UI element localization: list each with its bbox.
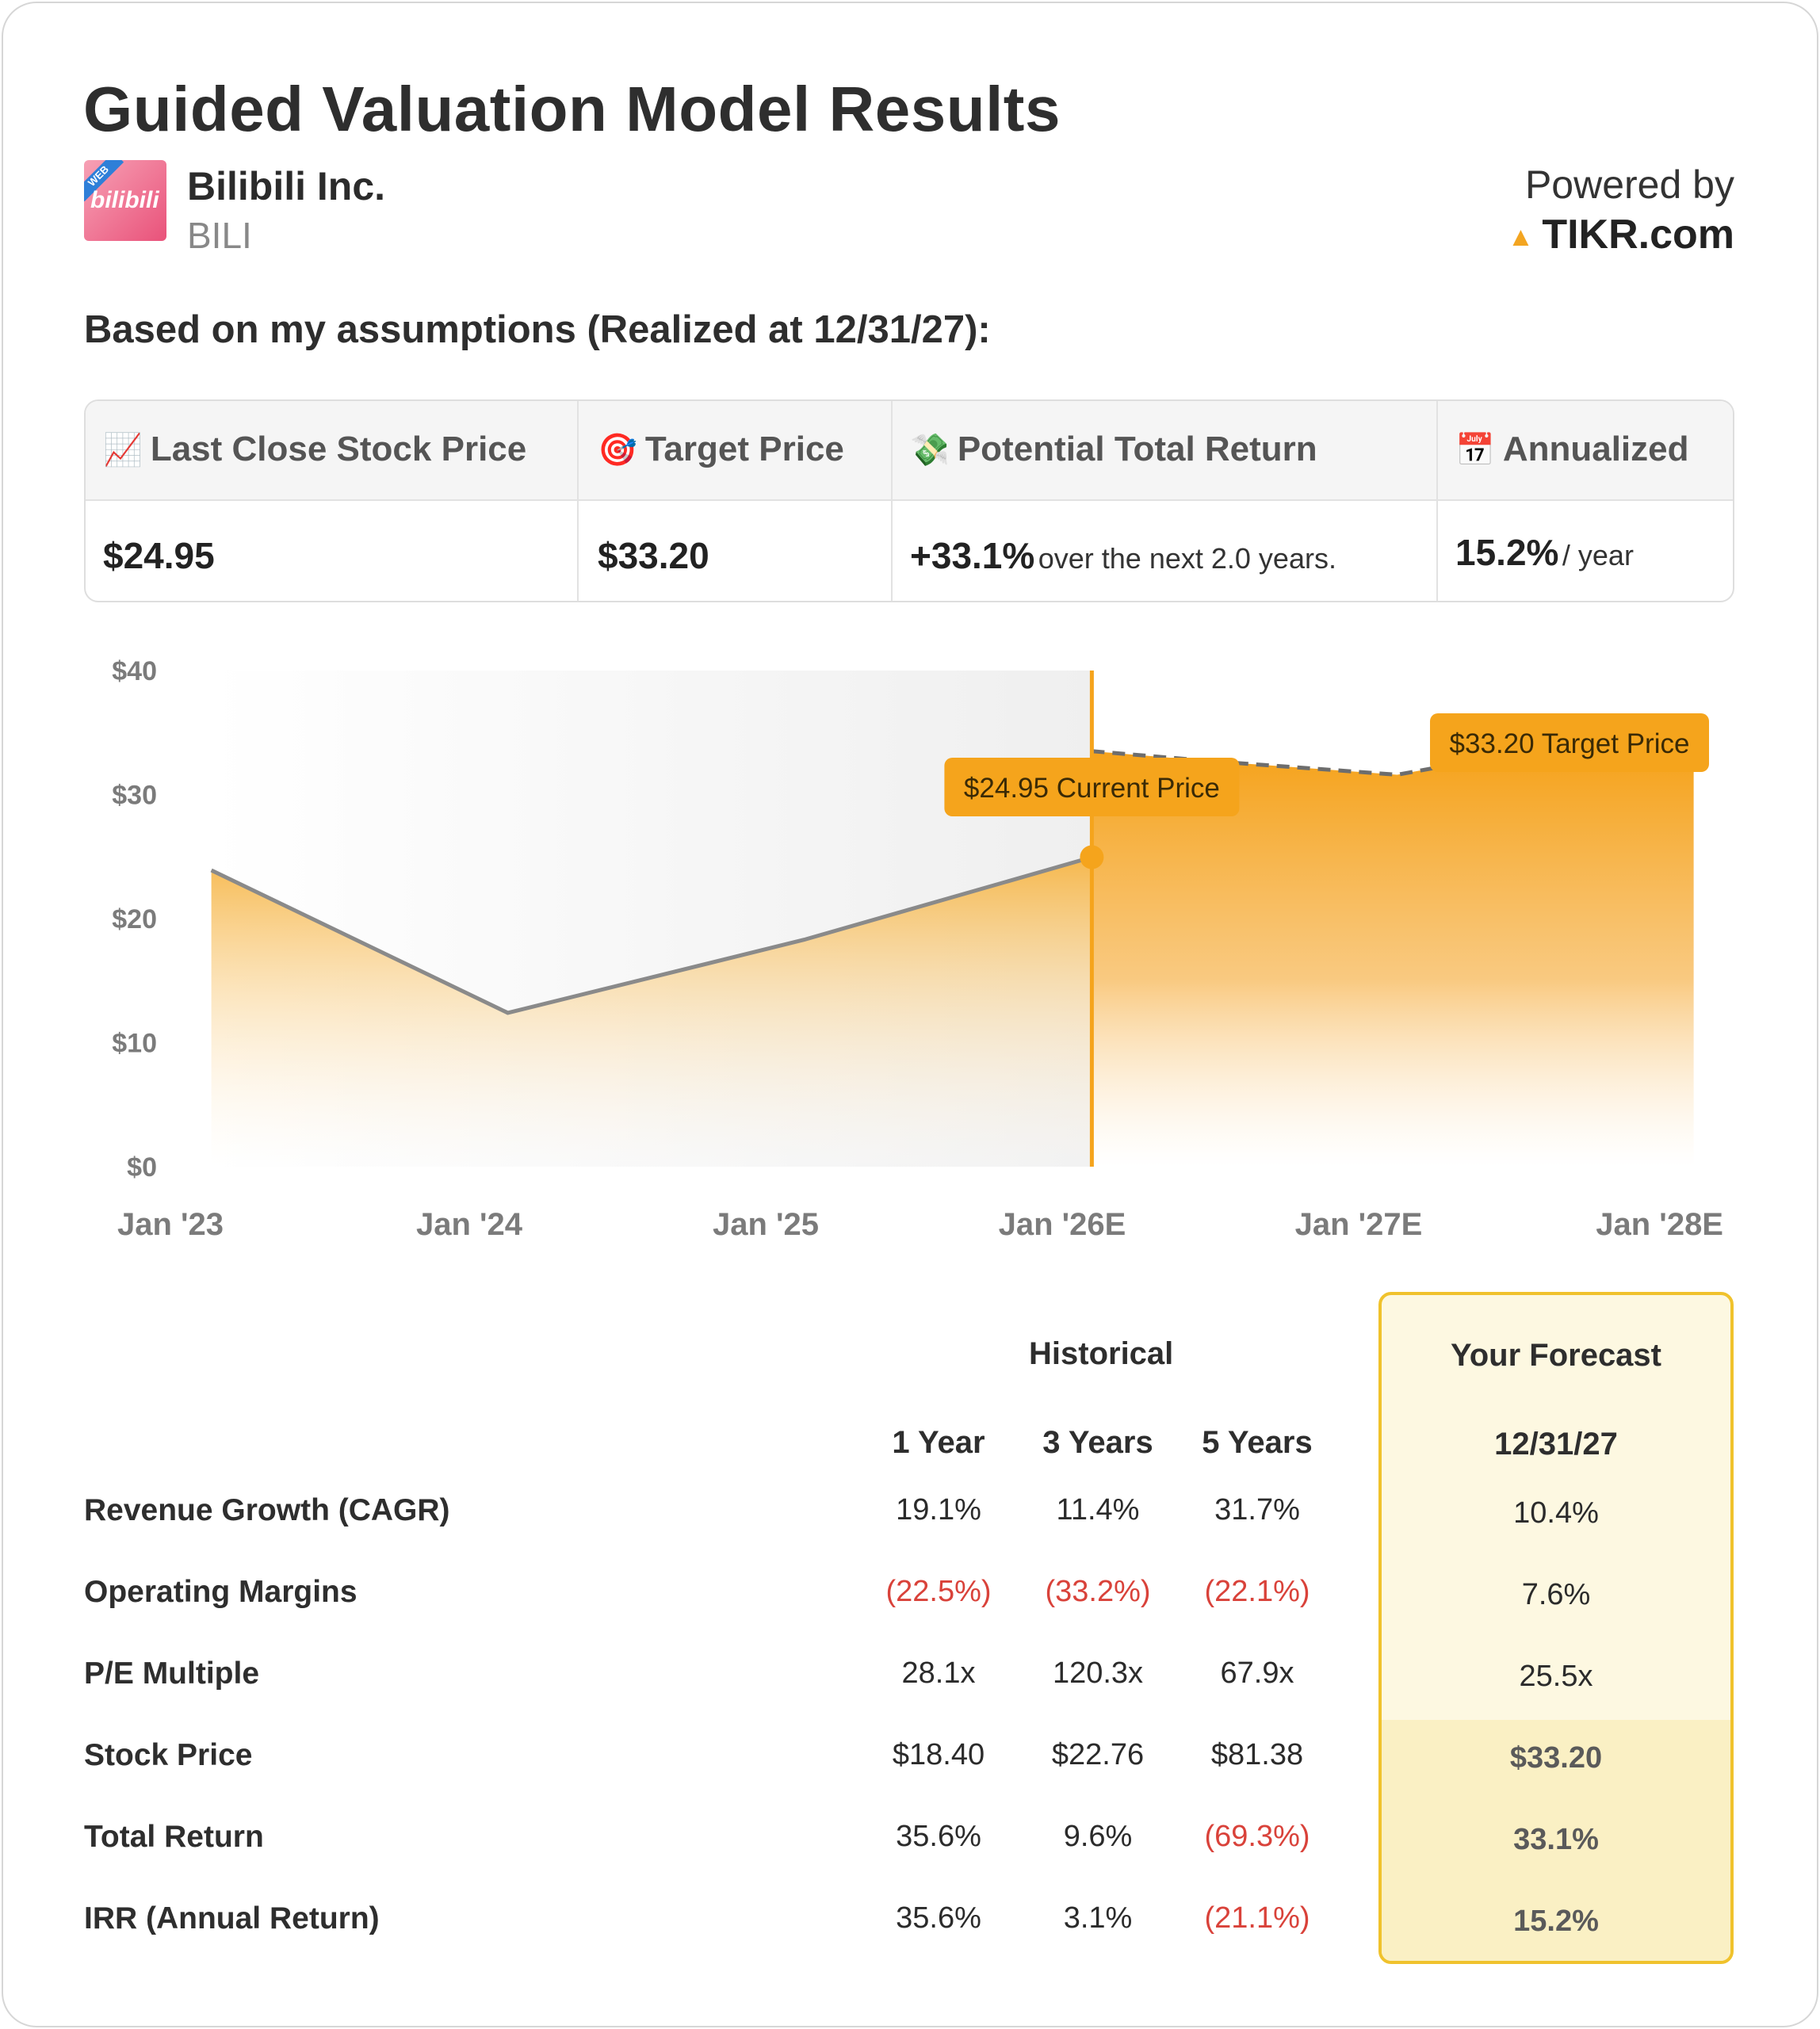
row-label: Total Return — [84, 1820, 264, 1854]
historical-area — [211, 857, 1092, 1167]
col-header-5-years: 5 Years — [1202, 1425, 1313, 1460]
col-header-3-years: 3 Years — [1042, 1425, 1153, 1460]
summary-header-row — [86, 401, 1733, 501]
price-chart-svg: $40 $30 $20 $10 $0 Jan '23 Jan '24 Jan '25 Jan '… — [112, 656, 1723, 1242]
summary-table: 📈 Last Close Stock Price 🎯 Target Price 💸 P… — [84, 399, 1734, 602]
historical-header: Historical — [1029, 1336, 1174, 1371]
target-price-value: $33.20 — [598, 535, 709, 576]
table-cell: 120.3x — [1052, 1656, 1144, 1690]
company-ticker: BILI — [187, 215, 252, 256]
table-cell: 9.6% — [1063, 1820, 1133, 1853]
summary-divider — [577, 401, 579, 601]
company-name: Bilibili Inc. — [187, 164, 386, 208]
total-return-value: +33.1% over the next 2.0 years. — [910, 535, 1336, 576]
powered-by-label: Powered by — [1524, 162, 1734, 207]
last-close-value: $24.95 — [103, 535, 215, 576]
table-cell: $18.40 — [892, 1738, 985, 1771]
table-cell: 19.1% — [896, 1493, 981, 1527]
current-price-callout-text: $24.95 Current Price — [964, 773, 1220, 804]
historical-price-line — [210, 855, 1093, 1015]
table-cell: 67.9x — [1220, 1656, 1294, 1690]
target-icon: 🎯 — [598, 433, 637, 468]
logo-wordmark: bilibili — [90, 187, 159, 213]
price-chart: $40 $30 $20 $10 $0 Jan '23 Jan '24 Jan '25 Jan '… — [0, 634, 1820, 1268]
assumption-heading: Based on my assumptions (Realized at 12/… — [84, 308, 991, 351]
forecast-cell: $33.20 — [1509, 1741, 1603, 1775]
table-cell: 11.4% — [1056, 1493, 1140, 1527]
current-price-marker — [1080, 845, 1104, 869]
row-label: IRR (Annual Return) — [84, 1901, 380, 1935]
chart-increasing-icon: 📈 — [103, 433, 143, 468]
calendar-icon: 📅 — [1455, 433, 1495, 468]
forecast-cell: 7.6% — [1521, 1578, 1591, 1611]
forecast-cell: 10.4% — [1513, 1496, 1599, 1530]
y-tick-label: $40 — [112, 656, 157, 686]
forecast-column-box — [1378, 1292, 1734, 1964]
company-logo: WEB bilibili — [84, 160, 166, 241]
table-cell: 28.1x — [901, 1656, 976, 1690]
forecast-date: 12/31/27 — [1494, 1427, 1618, 1462]
table-cell: (21.1%) — [1204, 1901, 1310, 1935]
forecast-cell: 33.1% — [1513, 1823, 1599, 1856]
table-cell: (22.5%) — [885, 1575, 992, 1608]
table-cell: (69.3%) — [1204, 1820, 1310, 1853]
x-tick-label: Jan '25 — [713, 1207, 819, 1242]
annualized-header: 📅 Annualized — [1455, 430, 1689, 468]
forecast-cell: 25.5x — [1519, 1660, 1593, 1693]
money-icon: 💸 — [910, 433, 950, 468]
row-label: Stock Price — [84, 1738, 253, 1772]
annualized-value: 15.2% / year — [1455, 532, 1634, 573]
y-tick-label: $10 — [112, 1029, 157, 1059]
x-tick-label: Jan '27E — [1295, 1207, 1423, 1242]
row-label: Operating Margins — [84, 1575, 358, 1609]
forecast-highlight-band — [1382, 1720, 1730, 1961]
x-tick-label: Jan '28E — [1596, 1207, 1723, 1242]
table-cell: (22.1%) — [1204, 1575, 1310, 1608]
tikr-logo-icon: ▲ — [1507, 221, 1535, 252]
current-price-callout-box — [944, 758, 1240, 816]
row-label: P/E Multiple — [84, 1656, 260, 1691]
target-price-header: 🎯 Target Price — [598, 430, 844, 468]
forecast-cell: 15.2% — [1513, 1905, 1599, 1938]
table-cell: (33.2%) — [1045, 1575, 1151, 1608]
forecast-header: Your Forecast — [1451, 1338, 1661, 1373]
y-tick-label: $20 — [112, 904, 157, 934]
table-cell: 31.7% — [1214, 1493, 1300, 1527]
page-title: Guided Valuation Model Results — [83, 74, 1061, 144]
last-close-header: 📈 Last Close Stock Price — [103, 430, 527, 468]
col-header-1-year: 1 Year — [892, 1425, 985, 1460]
tikr-brand-text: TIKR.com — [1542, 212, 1734, 258]
table-cell: 3.1% — [1063, 1901, 1133, 1935]
table-cell: 35.6% — [896, 1901, 981, 1935]
x-tick-label: Jan '24 — [416, 1207, 523, 1242]
x-tick-label: Jan '23 — [117, 1207, 224, 1242]
table-cell: $81.38 — [1210, 1738, 1304, 1771]
target-price-callout-text: $33.20 Target Price — [1450, 728, 1690, 759]
total-return-header: 💸 Potential Total Return — [910, 430, 1317, 468]
tikr-brand[interactable]: ▲ TIKR.com — [1508, 211, 1734, 258]
forecast-area — [1092, 751, 1694, 1167]
row-label: Revenue Growth (CAGR) — [84, 1493, 450, 1527]
target-price-callout-box — [1430, 713, 1709, 772]
table-cell: $22.76 — [1051, 1738, 1145, 1771]
y-tick-label: $0 — [127, 1152, 157, 1183]
summary-divider — [1436, 401, 1438, 601]
summary-divider — [891, 401, 893, 601]
y-tick-label: $30 — [112, 781, 157, 811]
table-cell: 35.6% — [896, 1820, 981, 1853]
x-tick-label: Jan '26E — [999, 1207, 1126, 1242]
